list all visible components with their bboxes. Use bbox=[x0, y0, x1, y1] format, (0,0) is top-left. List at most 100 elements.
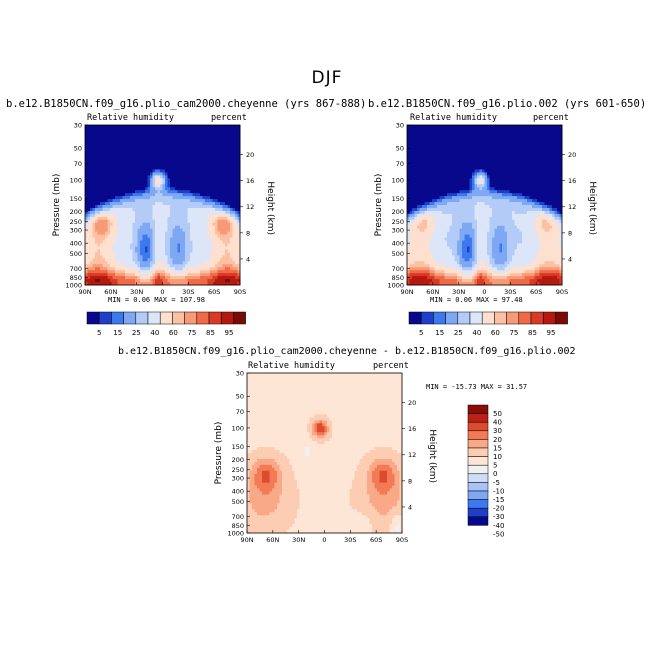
heatmap-cell bbox=[457, 154, 460, 158]
heatmap-cell bbox=[414, 142, 418, 147]
heatmap-cell bbox=[542, 145, 545, 150]
heatmap-cell bbox=[115, 270, 118, 274]
heatmap-cell bbox=[192, 151, 196, 156]
colorbar-swatch bbox=[111, 311, 124, 325]
heatmap-cell bbox=[512, 160, 515, 164]
heatmap-cell bbox=[147, 154, 151, 158]
heatmap-cell bbox=[552, 193, 555, 197]
heatmap-cell bbox=[117, 199, 121, 203]
heatmap-cell bbox=[437, 148, 440, 153]
heatmap-cell bbox=[170, 267, 173, 271]
heatmap-cell bbox=[105, 237, 108, 241]
heatmap-cell bbox=[117, 178, 121, 182]
heatmap-cell bbox=[180, 216, 183, 221]
heatmap-cell bbox=[205, 273, 208, 277]
heatmap-cell bbox=[217, 154, 221, 158]
heatmap-cell bbox=[170, 234, 173, 238]
heatmap-cell bbox=[232, 219, 236, 224]
heatmap-cell bbox=[190, 142, 193, 147]
heatmap-cell bbox=[130, 139, 133, 144]
heatmap-cell bbox=[172, 207, 176, 212]
heatmap-cell bbox=[412, 142, 415, 147]
heatmap-cell bbox=[167, 243, 171, 247]
heatmap-cell bbox=[504, 133, 508, 138]
heatmap-cell bbox=[105, 273, 108, 277]
heatmap-cell bbox=[145, 210, 148, 215]
heatmap-cell bbox=[195, 193, 198, 197]
heatmap-cell bbox=[170, 273, 173, 277]
heatmap-cell bbox=[544, 187, 548, 191]
heatmap-cell bbox=[145, 190, 148, 194]
heatmap-cell bbox=[464, 178, 468, 182]
heatmap-cell bbox=[205, 279, 208, 283]
heatmap-cell bbox=[554, 133, 558, 138]
heatmap-cell bbox=[227, 127, 231, 132]
heatmap-cell bbox=[185, 279, 188, 283]
heatmap-cell bbox=[175, 279, 178, 283]
heatmap-cell bbox=[222, 151, 226, 156]
heatmap-cell bbox=[534, 196, 538, 200]
heatmap-cell bbox=[192, 231, 196, 236]
heatmap-cell bbox=[90, 207, 93, 212]
heatmap-cell bbox=[162, 151, 166, 156]
heatmap-cell bbox=[185, 270, 188, 274]
heatmap-cell bbox=[115, 228, 118, 233]
heatmap-cell bbox=[230, 219, 233, 224]
heatmap-cell bbox=[100, 175, 103, 179]
heatmap-cell bbox=[145, 139, 148, 144]
heatmap-cell bbox=[145, 187, 148, 191]
heatmap-cell bbox=[494, 136, 498, 141]
heatmap-cell bbox=[187, 261, 191, 265]
heatmap-cell bbox=[437, 175, 440, 179]
heatmap-cell bbox=[97, 252, 101, 256]
heatmap-cell bbox=[227, 261, 231, 265]
heatmap-cell bbox=[210, 187, 213, 191]
heatmap-cell bbox=[529, 145, 533, 150]
heatmap-cell bbox=[152, 213, 156, 218]
heatmap-cell bbox=[112, 151, 116, 156]
heatmap-cell bbox=[504, 139, 508, 144]
heatmap-cell bbox=[534, 130, 538, 135]
heatmap-cell bbox=[127, 222, 131, 227]
heatmap-cell bbox=[507, 157, 510, 161]
heatmap-cell bbox=[235, 234, 238, 238]
heatmap-cell bbox=[92, 187, 96, 191]
heatmap-cell bbox=[185, 193, 188, 197]
heatmap-cell bbox=[547, 172, 550, 176]
heatmap-cell bbox=[519, 133, 523, 138]
heatmap-cell bbox=[237, 166, 241, 170]
heatmap-cell bbox=[140, 136, 143, 141]
heatmap-cell bbox=[552, 178, 555, 182]
heatmap-cell bbox=[537, 196, 540, 200]
heatmap-cell bbox=[212, 270, 216, 274]
heatmap-cell bbox=[222, 142, 226, 147]
heatmap-cell bbox=[434, 142, 438, 147]
heatmap-cell bbox=[527, 190, 530, 194]
heatmap-cell bbox=[87, 139, 91, 144]
heatmap-cell bbox=[100, 125, 103, 129]
heatmap-cell bbox=[504, 163, 508, 167]
heatmap-cell bbox=[132, 136, 136, 141]
heatmap-cell bbox=[85, 270, 88, 274]
heatmap-cell bbox=[135, 273, 138, 277]
heatmap-cell bbox=[192, 273, 196, 277]
heatmap-cell bbox=[155, 216, 158, 221]
heatmap-cell bbox=[200, 196, 203, 200]
heatmap-cell bbox=[110, 213, 113, 218]
heatmap-cell bbox=[215, 139, 218, 144]
heatmap-cell bbox=[220, 125, 223, 129]
heatmap-cell bbox=[220, 193, 223, 197]
heatmap-cell bbox=[494, 133, 498, 138]
heatmap-cell bbox=[442, 196, 445, 200]
heatmap-cell bbox=[95, 142, 98, 147]
heatmap-cell bbox=[464, 175, 468, 179]
heatmap-cell bbox=[454, 175, 458, 179]
heatmap-cell bbox=[417, 172, 420, 176]
heatmap-cell bbox=[102, 225, 106, 230]
heatmap-cell bbox=[125, 207, 128, 212]
heatmap-cell bbox=[232, 222, 236, 227]
heatmap-cell bbox=[414, 175, 418, 179]
heatmap-cell bbox=[230, 139, 233, 144]
heatmap-cell bbox=[509, 190, 513, 194]
heatmap-cell bbox=[407, 142, 410, 147]
